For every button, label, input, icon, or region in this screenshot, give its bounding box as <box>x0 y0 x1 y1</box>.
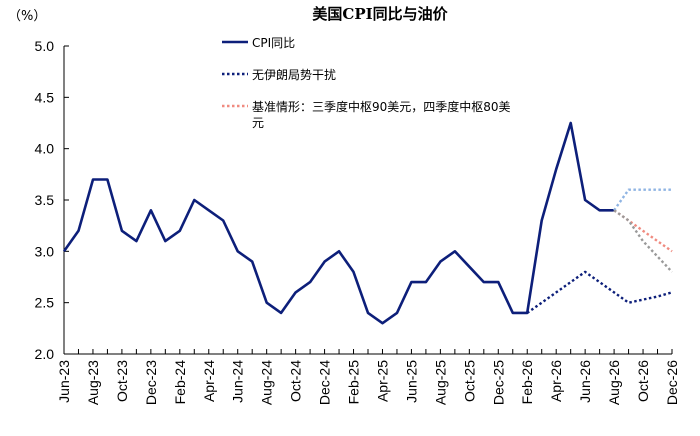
y-tick-label: 5.0 <box>35 38 55 54</box>
x-tick-label: Jun-24 <box>230 360 246 403</box>
x-tick-label: Jun-23 <box>56 360 72 403</box>
x-tick-label: Dec-24 <box>317 360 333 405</box>
series-line-1 <box>62 121 615 325</box>
x-tick-label: Oct-24 <box>288 360 304 402</box>
x-tick-label: Apr-25 <box>374 360 390 402</box>
x-tick-label: Aug-24 <box>259 360 275 405</box>
x-tick-label: Oct-25 <box>461 360 477 402</box>
x-tick-label: Feb-25 <box>346 360 362 405</box>
legend-label: CPI同比 <box>252 36 295 50</box>
x-tick-label: Dec-23 <box>143 360 159 405</box>
y-tick-label: 2.5 <box>35 295 55 311</box>
x-tick-label: Aug-23 <box>85 360 101 405</box>
x-tick-label: Aug-26 <box>606 360 622 405</box>
legend-label: 无伊朗局势干扰 <box>252 68 336 82</box>
series-layer <box>62 121 673 325</box>
x-tick-label: Dec-26 <box>664 360 680 405</box>
axes: 2.0 2.5 3.0 3.5 4.0 4.5 5.0 Jun-23 Aug-23 Oct-23 D… <box>35 38 680 405</box>
chart-title: 美国CPI同比与油价 <box>312 5 448 23</box>
y-tick-label: 2.0 <box>35 346 55 362</box>
y-tick-label: 3.5 <box>35 192 55 208</box>
x-tick-label: Aug-25 <box>432 360 448 405</box>
y-tick-label: 3.0 <box>35 243 55 259</box>
y-axis-unit-label: （%） <box>8 9 46 24</box>
x-tick-label: Apr-24 <box>201 360 217 402</box>
series-line-4 <box>613 188 672 211</box>
series-line-5 <box>613 209 673 273</box>
x-tick-label: Oct-23 <box>114 360 130 402</box>
y-tick-label: 4.0 <box>35 141 55 157</box>
legend-label: 元 <box>252 116 264 130</box>
x-tick-label: Jun-25 <box>403 360 419 403</box>
x-tick-label: Oct-26 <box>635 360 651 402</box>
x-tick-label: Jun-26 <box>577 360 593 403</box>
y-tick-label: 4.5 <box>35 89 55 105</box>
legend-label: 基准情形：三季度中枢90美元，四季度中枢80美 <box>252 99 511 114</box>
x-tick-label: Feb-24 <box>172 360 188 405</box>
series-line-2 <box>526 270 673 314</box>
x-tick-label: Dec-25 <box>490 360 506 405</box>
x-tick-label: Feb-26 <box>519 360 535 405</box>
x-tick-label: Apr-26 <box>548 360 564 402</box>
